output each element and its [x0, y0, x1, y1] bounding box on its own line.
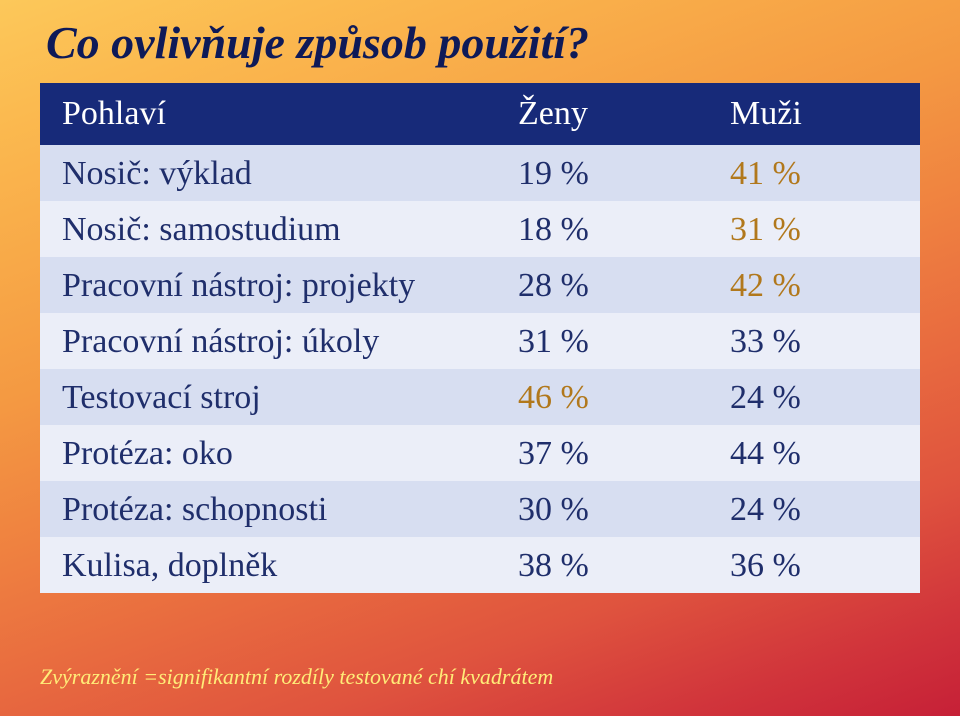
- cell-women: 31 %: [496, 313, 708, 369]
- cell-women: 19 %: [496, 145, 708, 201]
- cell-men: 36 %: [708, 537, 920, 593]
- cell-men: 33 %: [708, 313, 920, 369]
- cell-women: 18 %: [496, 201, 708, 257]
- row-label: Protéza: oko: [40, 425, 496, 481]
- cell-men: 24 %: [708, 369, 920, 425]
- cell-women: 28 %: [496, 257, 708, 313]
- cell-men: 41 %: [708, 145, 920, 201]
- table-row: Pracovní nástroj: úkoly31 %33 %: [40, 313, 920, 369]
- table-row: Pracovní nástroj: projekty28 %42 %: [40, 257, 920, 313]
- row-label: Pracovní nástroj: úkoly: [40, 313, 496, 369]
- cell-men: 44 %: [708, 425, 920, 481]
- cell-women: 30 %: [496, 481, 708, 537]
- row-label: Protéza: schopnosti: [40, 481, 496, 537]
- col-header-zeny: Ženy: [496, 83, 708, 145]
- footnote: Zvýraznění =signifikantní rozdíly testov…: [40, 664, 553, 690]
- row-label: Testovací stroj: [40, 369, 496, 425]
- cell-men: 31 %: [708, 201, 920, 257]
- col-header-muzi: Muži: [708, 83, 920, 145]
- table-row: Protéza: schopnosti30 %24 %: [40, 481, 920, 537]
- row-label: Nosič: samostudium: [40, 201, 496, 257]
- table-row: Protéza: oko37 %44 %: [40, 425, 920, 481]
- table-row: Nosič: výklad19 %41 %: [40, 145, 920, 201]
- table-row: Nosič: samostudium18 %31 %: [40, 201, 920, 257]
- table-body: Nosič: výklad19 %41 %Nosič: samostudium1…: [40, 145, 920, 593]
- col-header-pohlavi: Pohlaví: [40, 83, 496, 145]
- table-row: Kulisa, doplněk38 %36 %: [40, 537, 920, 593]
- row-label: Nosič: výklad: [40, 145, 496, 201]
- table-header-row: Pohlaví Ženy Muži: [40, 83, 920, 145]
- cell-men: 42 %: [708, 257, 920, 313]
- cell-women: 37 %: [496, 425, 708, 481]
- data-table: Pohlaví Ženy Muži Nosič: výklad19 %41 %N…: [40, 83, 920, 593]
- row-label: Pracovní nástroj: projekty: [40, 257, 496, 313]
- cell-women: 38 %: [496, 537, 708, 593]
- cell-men: 24 %: [708, 481, 920, 537]
- row-label: Kulisa, doplněk: [40, 537, 496, 593]
- page-title: Co ovlivňuje způsob použití?: [46, 16, 920, 69]
- table-row: Testovací stroj46 %24 %: [40, 369, 920, 425]
- slide-root: Co ovlivňuje způsob použití? Pohlaví Žen…: [0, 0, 960, 716]
- cell-women: 46 %: [496, 369, 708, 425]
